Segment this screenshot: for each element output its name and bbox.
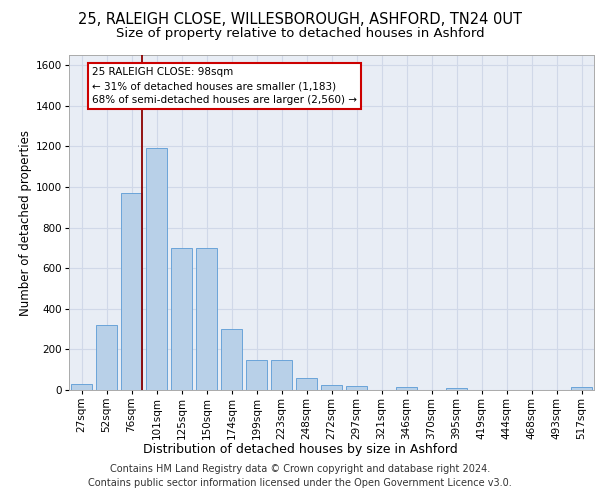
Text: 25 RALEIGH CLOSE: 98sqm
← 31% of detached houses are smaller (1,183)
68% of semi: 25 RALEIGH CLOSE: 98sqm ← 31% of detache… [92,67,357,105]
Bar [396,387,417,390]
Bar [446,388,467,390]
Bar [296,378,317,390]
Bar [196,248,217,390]
Bar [321,385,342,390]
Bar [121,193,142,390]
Bar [571,387,592,390]
Bar [146,148,167,390]
Bar [71,384,92,390]
Y-axis label: Number of detached properties: Number of detached properties [19,130,32,316]
Text: Distribution of detached houses by size in Ashford: Distribution of detached houses by size … [143,442,457,456]
Bar [246,360,267,390]
Text: Contains HM Land Registry data © Crown copyright and database right 2024.
Contai: Contains HM Land Registry data © Crown c… [88,464,512,487]
Bar [96,325,117,390]
Bar [271,360,292,390]
Text: 25, RALEIGH CLOSE, WILLESBOROUGH, ASHFORD, TN24 0UT: 25, RALEIGH CLOSE, WILLESBOROUGH, ASHFOR… [78,12,522,28]
Bar [346,386,367,390]
Bar [171,248,192,390]
Text: Size of property relative to detached houses in Ashford: Size of property relative to detached ho… [116,28,484,40]
Bar [221,329,242,390]
